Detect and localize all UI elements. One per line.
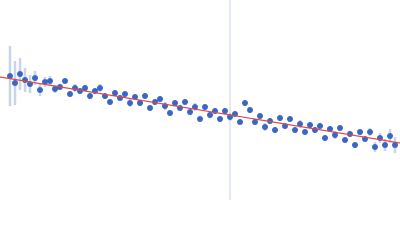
- data-point: [7, 73, 13, 79]
- data-point: [257, 113, 263, 119]
- data-point: [352, 142, 358, 148]
- data-point: [67, 91, 73, 97]
- data-point: [327, 126, 333, 132]
- data-point: [277, 115, 283, 121]
- data-point: [182, 99, 188, 105]
- data-point: [172, 100, 178, 106]
- data-point: [217, 116, 223, 122]
- data-point: [302, 129, 308, 135]
- data-point: [262, 124, 268, 130]
- data-point: [322, 135, 328, 141]
- data-point: [202, 104, 208, 110]
- data-point: [357, 129, 363, 135]
- data-point: [37, 87, 43, 93]
- data-point: [207, 112, 213, 118]
- data-point: [387, 133, 393, 139]
- data-point: [62, 78, 68, 84]
- data-point: [32, 75, 38, 81]
- data-point: [147, 105, 153, 111]
- data-point: [367, 129, 373, 135]
- data-point: [12, 80, 18, 86]
- data-point: [307, 122, 313, 128]
- data-point: [127, 100, 133, 106]
- data-point: [107, 99, 113, 105]
- data-point: [382, 142, 388, 148]
- data-point: [52, 86, 58, 92]
- data-point: [197, 116, 203, 122]
- data-point: [187, 109, 193, 115]
- fit-line: [0, 76, 400, 144]
- data-point: [42, 79, 48, 85]
- data-point: [17, 71, 23, 77]
- data-point: [142, 93, 148, 99]
- data-point: [317, 123, 323, 129]
- data-point: [247, 107, 253, 113]
- data-point: [22, 77, 28, 83]
- data-point: [112, 90, 118, 96]
- data-point: [297, 121, 303, 127]
- data-point: [292, 127, 298, 133]
- data-point: [167, 110, 173, 116]
- data-point: [97, 85, 103, 91]
- data-point: [252, 119, 258, 125]
- data-point: [82, 85, 88, 91]
- data-point: [287, 116, 293, 122]
- data-point: [222, 108, 228, 114]
- data-point: [242, 100, 248, 106]
- data-point: [137, 100, 143, 106]
- data-point: [342, 137, 348, 143]
- data-point: [122, 91, 128, 97]
- data-point: [312, 127, 318, 133]
- data-point: [47, 78, 53, 84]
- data-point: [157, 96, 163, 102]
- chart: [0, 0, 400, 200]
- data-point: [337, 125, 343, 131]
- data-point: [87, 93, 93, 99]
- data-point: [272, 127, 278, 133]
- data-point: [332, 132, 338, 138]
- data-point: [392, 142, 398, 148]
- data-point: [237, 119, 243, 125]
- data-point: [372, 144, 378, 150]
